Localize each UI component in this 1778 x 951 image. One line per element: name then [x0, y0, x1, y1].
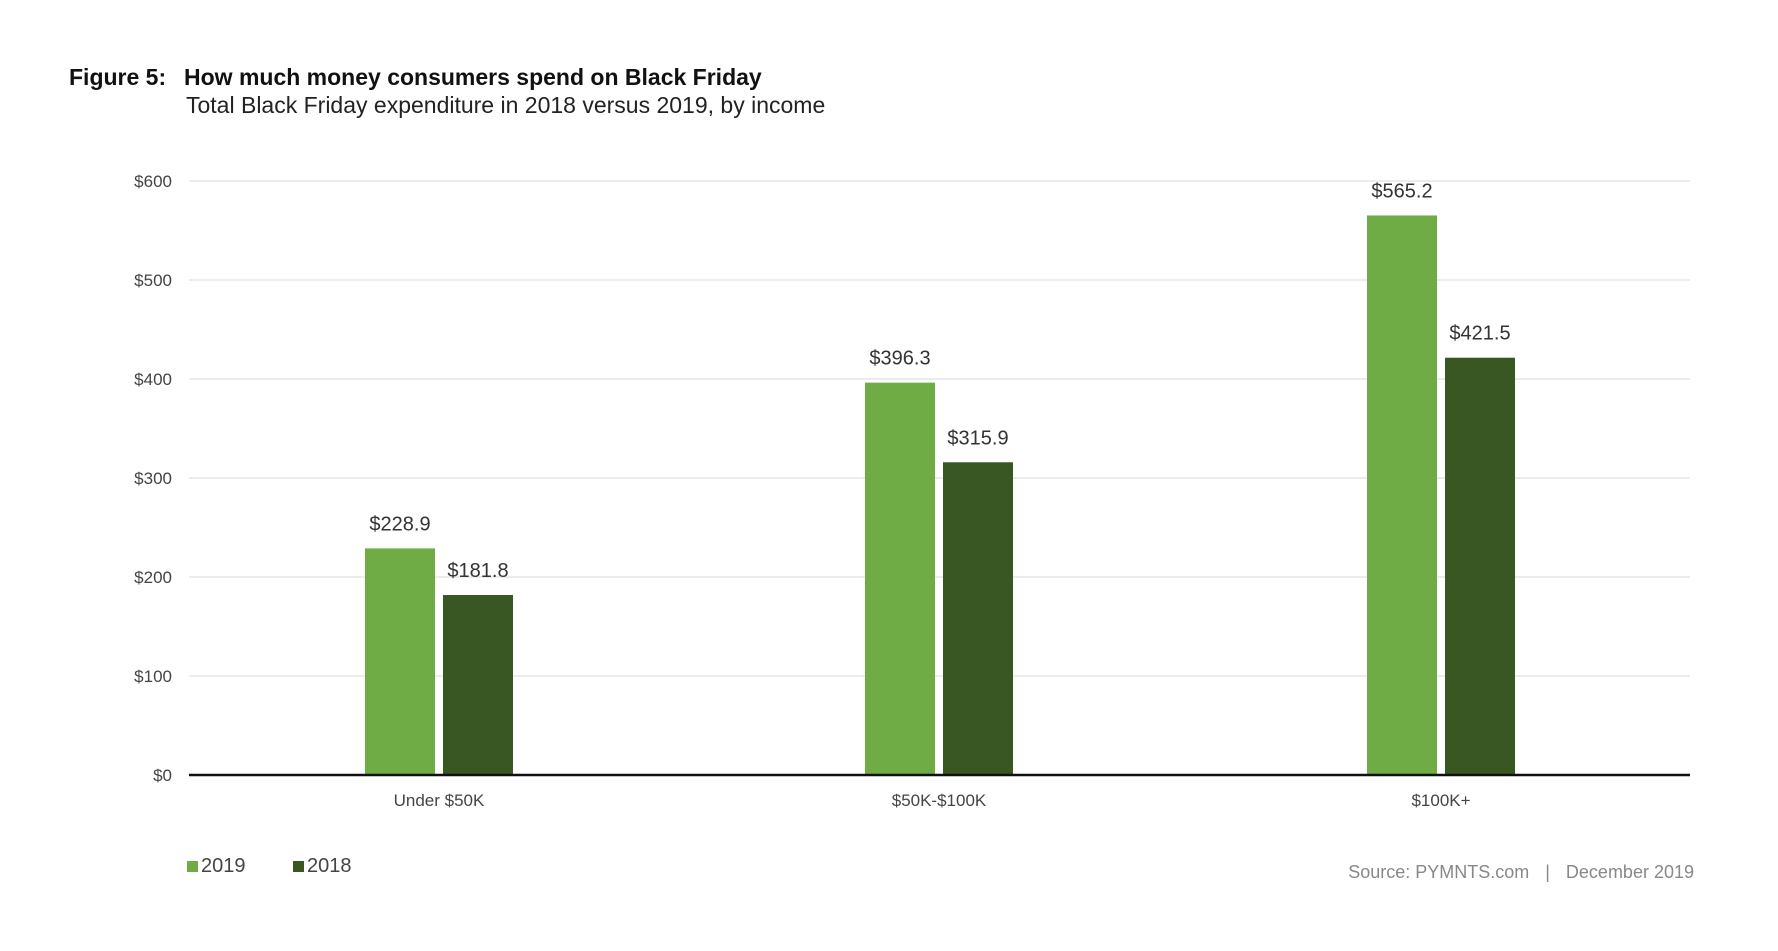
chart-subtitle: Total Black Friday expenditure in 2018 v…: [186, 92, 826, 118]
x-category-label: $50K-$100K: [892, 791, 987, 810]
x-category-label: Under $50K: [394, 791, 485, 810]
chart-title: Figure 5: How much money consumers spend …: [69, 64, 762, 91]
y-tick-label: $200: [134, 568, 172, 587]
bar-2018-0: [443, 595, 513, 775]
x-category-label: $100K+: [1411, 791, 1470, 810]
legend-label-2018: 2018: [307, 855, 352, 877]
data-label: $181.8: [447, 560, 508, 582]
y-tick-label: $400: [134, 370, 172, 389]
source-text: Source: PYMNTS.com: [1348, 862, 1530, 882]
date-text: December 2019: [1565, 862, 1694, 882]
y-tick-label: $600: [134, 172, 172, 191]
y-tick-label: $300: [134, 469, 172, 488]
data-label: $396.3: [869, 348, 930, 370]
legend-item-2018: 2018: [293, 855, 352, 878]
bar-2019-1: [865, 382, 935, 775]
bar-2019-0: [365, 548, 435, 775]
source-note: Source: PYMNTS.com | December 2019: [1348, 862, 1694, 883]
data-label: $421.5: [1449, 323, 1510, 345]
y-tick-label: $500: [134, 271, 172, 290]
data-label: $228.9: [369, 513, 430, 535]
y-tick-label: $0: [153, 766, 172, 785]
legend-item-2019: 2019: [187, 855, 246, 878]
legend-swatch-2018: [293, 861, 304, 872]
title-text: How much money consumers spend on Black …: [184, 64, 762, 90]
data-label: $315.9: [947, 427, 1008, 449]
data-label: $565.2: [1371, 180, 1432, 202]
separator: |: [1545, 862, 1550, 882]
legend-label-2019: 2019: [201, 855, 246, 877]
figure-label: Figure 5:: [69, 64, 167, 90]
y-tick-label: $100: [134, 667, 172, 686]
bar-2018-1: [943, 462, 1013, 775]
legend-swatch-2019: [187, 861, 198, 872]
bar-2019-2: [1367, 215, 1437, 775]
bar-2018-2: [1445, 357, 1515, 775]
